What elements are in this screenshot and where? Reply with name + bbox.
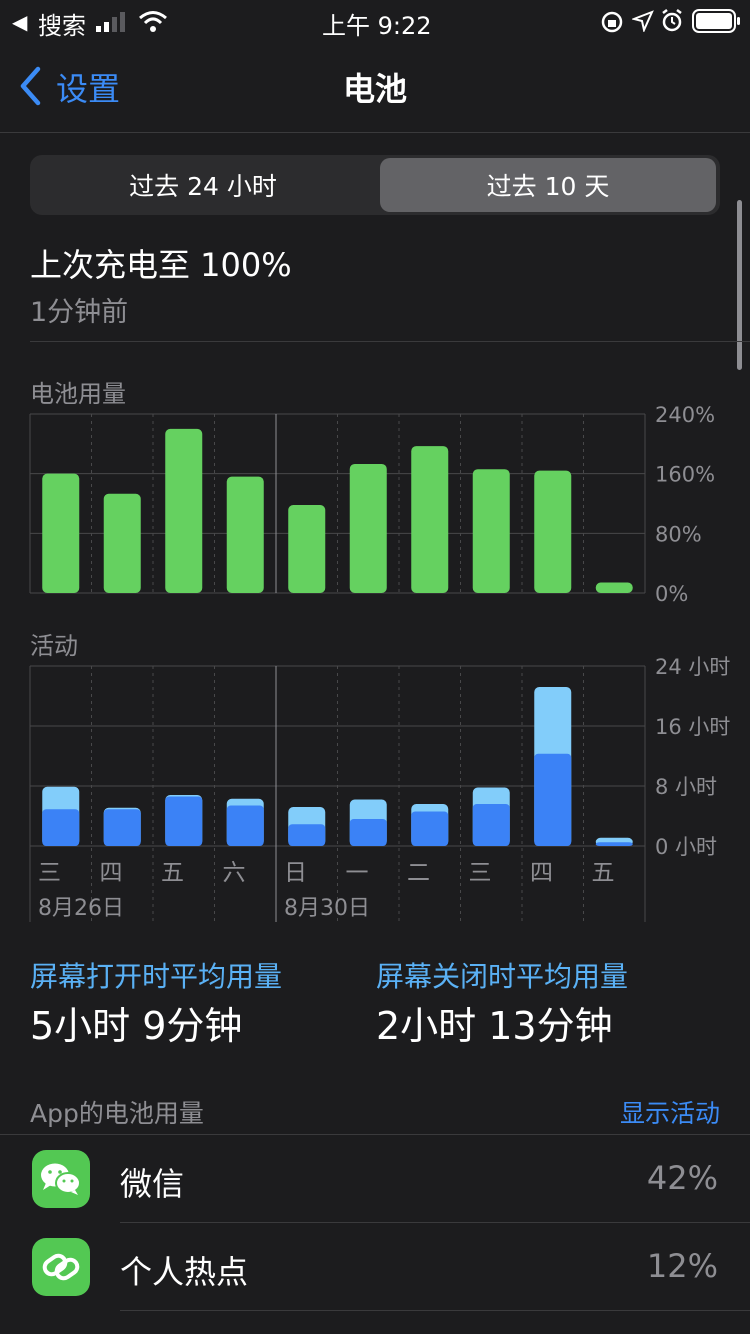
battery-bar: [349, 463, 387, 593]
day-label: 三: [469, 860, 492, 886]
tab-24-hours[interactable]: 过去 24 小时: [129, 172, 277, 201]
activity-ytick-label: 24 小时: [655, 655, 730, 679]
screen-off-average-label[interactable]: 屏幕关闭时平均用量: [376, 960, 629, 993]
tab-10-days[interactable]: 过去 10 天: [380, 158, 716, 212]
activity-chart-title: 活动: [30, 632, 78, 660]
activity-bar-screen-on: [165, 796, 203, 846]
activity-ytick-label: 0 小时: [655, 835, 717, 859]
app-row-hotspot[interactable]: 个人热点 12%: [0, 1223, 750, 1311]
wechat-icon: [32, 1150, 90, 1208]
day-label: 六: [223, 860, 246, 886]
activity-bar-screen-on: [226, 805, 264, 846]
app-name: 微信: [120, 1165, 185, 1203]
day-label: 二: [407, 860, 430, 886]
battery-ytick-label: 160%: [655, 463, 715, 487]
status-bar: ◀ 搜索 上午 9:22: [0, 0, 750, 44]
date-label: 8月30日: [284, 896, 370, 921]
chevron-left-icon[interactable]: [18, 66, 42, 106]
day-label: 日: [284, 860, 307, 886]
day-label: 五: [161, 860, 184, 886]
battery-bar: [472, 469, 510, 593]
navigation-bar: 设置 电池: [0, 44, 750, 133]
battery-icon: [692, 9, 740, 33]
app-usage-header: App的电池用量: [30, 1099, 204, 1128]
battery-ytick-label: 240%: [655, 403, 715, 427]
date-label: 8月26日: [38, 896, 124, 921]
activity-bar-screen-on: [595, 842, 633, 846]
battery-ytick-label: 80%: [655, 522, 702, 546]
divider: [120, 1222, 750, 1223]
app-percent: 42%: [646, 1159, 718, 1197]
time-range-segmented-control: 过去 24 小时 过去 10 天: [30, 155, 720, 215]
day-label: 四: [100, 860, 123, 886]
battery-bar: [288, 504, 326, 593]
battery-ytick-label: 0%: [655, 582, 688, 606]
back-app-label[interactable]: 搜索: [38, 12, 86, 40]
activity-bar-screen-on: [411, 811, 449, 846]
page-title: 电池: [342, 70, 407, 108]
day-label: 五: [592, 860, 615, 886]
divider: [30, 341, 750, 342]
scroll-indicator[interactable]: [737, 200, 742, 370]
app-name: 个人热点: [120, 1253, 249, 1291]
day-label: 三: [38, 860, 61, 886]
activity-bar-screen-on: [534, 753, 572, 846]
divider: [120, 1310, 750, 1311]
battery-bar: [595, 582, 633, 593]
orientation-lock-icon: [601, 11, 623, 33]
divider: [0, 1134, 750, 1135]
activity-bar-screen-on: [349, 819, 387, 846]
back-button[interactable]: 设置: [56, 70, 121, 108]
battery-bar: [226, 476, 264, 593]
app-percent: 12%: [646, 1247, 718, 1285]
last-charge-title: 上次充电至 100%: [30, 246, 292, 284]
screen-on-average-value: 5小时 9分钟: [30, 1004, 243, 1048]
day-label: 四: [530, 860, 553, 886]
app-row-wechat[interactable]: 微信 42%: [0, 1135, 750, 1223]
battery-chart-title: 电池用量: [30, 380, 126, 408]
screen-off-average-value: 2小时 13分钟: [376, 1004, 613, 1048]
battery-charts: 电池用量 240% 160% 80% 0% 活动 24 小时 16 小时 8 小时 0 小时三 四 五…: [29, 380, 730, 922]
activity-bar-screen-on: [472, 804, 510, 846]
back-arrow-icon[interactable]: ◀: [12, 10, 28, 34]
show-activity-button[interactable]: 显示活动: [619, 1099, 720, 1128]
battery-bar: [165, 428, 203, 593]
location-icon: [632, 10, 654, 32]
alarm-icon: [662, 9, 682, 32]
status-time: 上午 9:22: [322, 12, 432, 40]
screen-on-average-label[interactable]: 屏幕打开时平均用量: [30, 960, 283, 993]
last-charge-time: 1分钟前: [30, 297, 129, 328]
battery-bar: [411, 446, 449, 593]
activity-bar-screen-on: [42, 809, 80, 846]
activity-ytick-label: 8 小时: [655, 775, 717, 799]
wifi-icon: [139, 11, 167, 32]
cellular-signal-icon: [96, 12, 125, 32]
hotspot-icon: [32, 1238, 90, 1296]
day-label: 一: [346, 860, 369, 886]
activity-bar-screen-on: [288, 824, 326, 846]
battery-bar: [42, 473, 80, 593]
battery-bar: [103, 493, 141, 593]
activity-ytick-label: 16 小时: [655, 715, 730, 739]
activity-bar-screen-on: [103, 809, 141, 846]
battery-bar: [534, 470, 572, 593]
